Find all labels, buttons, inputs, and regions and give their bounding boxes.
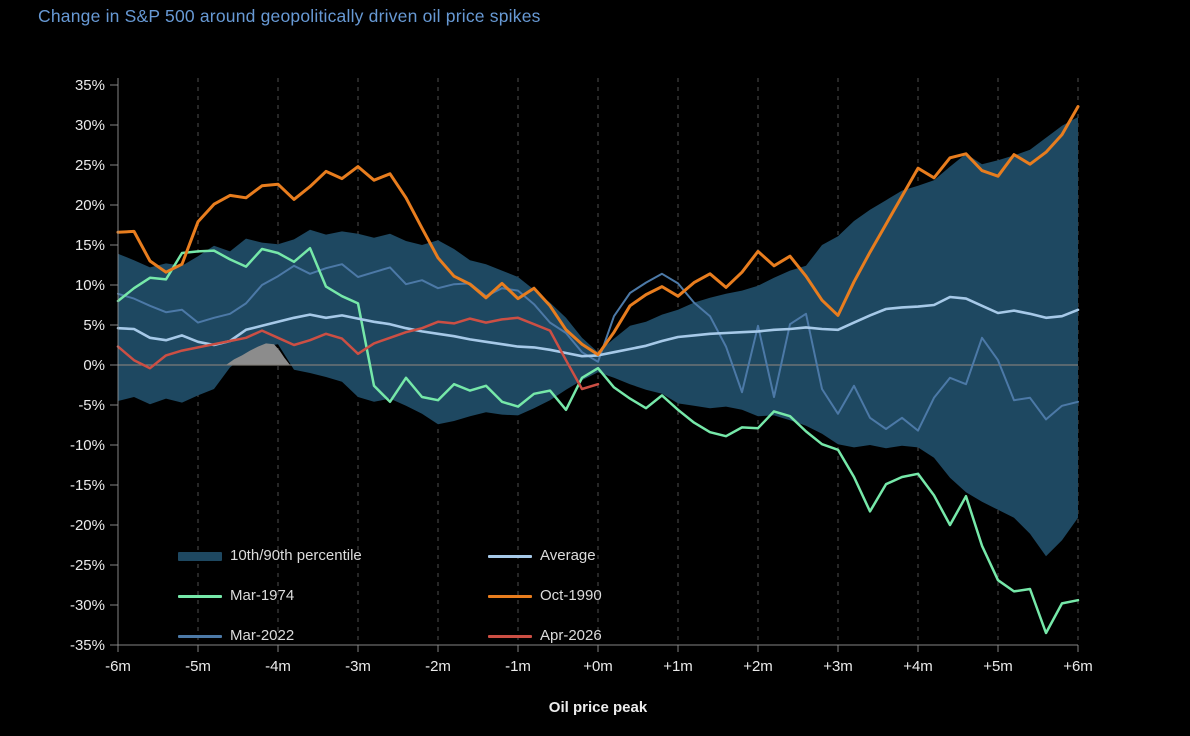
y-tick-label: -5% [78, 397, 105, 414]
y-tick-label: 5% [83, 317, 105, 334]
series-line-mar-2022 [117, 263, 1079, 432]
x-tick-label: +3m [823, 658, 853, 675]
x-tick-label: -3m [345, 658, 371, 675]
x-tick-label: +6m [1063, 658, 1093, 675]
series-line-apr-2026 [116, 316, 600, 391]
x-tick-label: -5m [185, 658, 211, 675]
y-tick-label: 35% [75, 77, 105, 94]
x-tick-label: -1m [505, 658, 531, 675]
x-axis-title: Oil price peak [548, 699, 648, 716]
x-tick-label: +1m [663, 658, 693, 675]
y-tick-label: 20% [75, 197, 105, 214]
y-tick-label: -10% [70, 437, 105, 454]
x-tick-label: +4m [903, 658, 933, 675]
y-tick-label: -20% [70, 517, 105, 534]
y-tick-label: 15% [75, 237, 105, 254]
y-tick-label: -35% [70, 637, 105, 654]
x-tick-label: +2m [743, 658, 773, 675]
y-tick-label: 30% [75, 117, 105, 134]
x-tick-label: +5m [983, 658, 1013, 675]
y-tick-label: 0% [83, 357, 105, 374]
x-tick-label: -2m [425, 658, 451, 675]
series-line-oct-1990 [116, 105, 1080, 357]
x-tick-label: +0m [583, 658, 613, 675]
percentile-band-area [118, 117, 1078, 557]
y-tick-label: -25% [70, 557, 105, 574]
y-tick-label: 25% [75, 157, 105, 174]
chart-title: Change in S&P 500 around geopolitically … [38, 6, 541, 26]
series-line-mar-1974 [116, 246, 1080, 635]
x-tick-label: -6m [105, 658, 131, 675]
y-tick-label: -30% [70, 597, 105, 614]
gray-area [226, 343, 290, 365]
y-tick-label: 10% [75, 277, 105, 294]
y-tick-label: -15% [70, 477, 105, 494]
x-tick-label: -4m [265, 658, 291, 675]
